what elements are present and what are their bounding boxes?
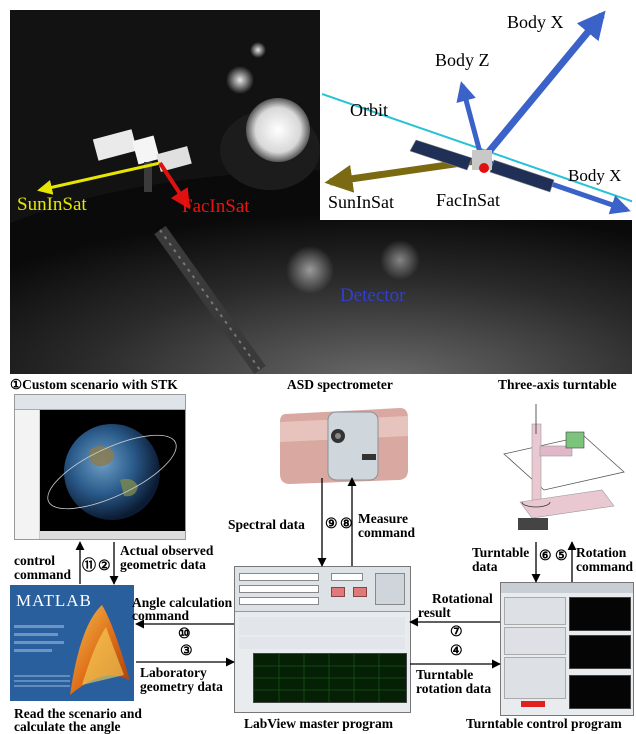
turntable-data-label-2: data <box>472 559 498 574</box>
turntable-image <box>492 394 632 542</box>
satellite-3d <box>409 139 555 193</box>
labview-caption: LabView master program <box>244 716 393 731</box>
rotational-result-label-1: Rotational <box>432 591 493 606</box>
lab-geometry-label-1: Laboratory <box>140 665 207 680</box>
fac-in-sat-inset-label: FacInSat <box>436 190 500 210</box>
rotation-command-label-1: Rotation <box>576 545 627 560</box>
sun-in-sat-arrow <box>37 161 161 195</box>
asd-spectrometer-image <box>268 392 418 492</box>
matlab-caption-line1: Read the scenario and <box>14 706 142 721</box>
step-3: ③ <box>180 644 193 659</box>
step-5: ⑤ <box>555 549 568 564</box>
step-9: ⑨ <box>325 517 338 532</box>
labview-waveform <box>253 653 407 703</box>
rotation-command-label-2: command <box>576 559 633 574</box>
turntable-data-label-1: Turntable <box>472 545 530 560</box>
spectrometer-title: ASD spectrometer <box>287 377 393 392</box>
stk-globe-view <box>40 410 185 531</box>
body-z-arrow <box>456 81 485 161</box>
step-10: ⑩ <box>178 627 191 642</box>
turntable-control-panel <box>500 582 634 716</box>
turntable-title: Three-axis turntable <box>498 377 617 392</box>
matlab-caption-line2: calculate the angle <box>14 719 121 734</box>
step-4: ④ <box>450 644 463 659</box>
actual-observed-label-1: Actual observed <box>120 543 214 558</box>
fac-in-sat-arrow <box>158 161 191 210</box>
labview-panel <box>234 566 411 713</box>
control-command-label-1: control <box>14 553 55 568</box>
turntable-plot-2 <box>569 635 631 669</box>
fac-in-sat-label: FacInSat <box>182 196 250 217</box>
body-x-right-label: Body X <box>568 166 622 185</box>
lamp <box>246 98 310 162</box>
rotational-result-label-2: result <box>418 605 451 620</box>
measure-command-label-2: command <box>358 525 415 540</box>
orbit-label: Orbit <box>350 100 388 120</box>
spectrometer-drawing <box>280 408 408 484</box>
labview-grid <box>254 654 406 702</box>
control-command-label-2: command <box>14 567 71 582</box>
body-x-arrow <box>479 10 606 163</box>
body-z-label: Body Z <box>435 50 490 70</box>
step-7: ⑦ <box>450 625 463 640</box>
stk-3d-inset-scene <box>322 10 632 215</box>
sun-in-sat-label: SunInSat <box>17 194 87 215</box>
turntable-plot-1 <box>569 597 631 631</box>
detector-label: Detector <box>340 285 406 306</box>
turntable-rotation-label-2: rotation data <box>416 681 492 696</box>
turntable-rotation-label-1: Turntable <box>416 667 474 682</box>
spectral-data-label: Spectral data <box>228 517 305 532</box>
stk-globe <box>47 424 177 520</box>
angle-calc-label-2: command <box>132 608 189 623</box>
step-11: ⑪ <box>82 559 96 574</box>
stk-title: ①Custom scenario with STK <box>10 377 178 392</box>
lab-photo: SunInSat FacInSat Detector Body X Body Z… <box>10 10 632 374</box>
matlab-splash: MATLAB <box>10 585 134 701</box>
stk-window <box>14 394 186 540</box>
sun-in-sat-inset-label: SunInSat <box>328 192 395 212</box>
turntable-program-caption: Turntable control program <box>466 716 622 731</box>
stk-3d-inset: Body X Body Z Orbit Body X SunInSat FacI… <box>320 10 632 220</box>
turntable-plot-3 <box>569 675 631 709</box>
angle-calc-label-1: Angle calculation <box>132 595 233 610</box>
step-2: ② <box>98 559 111 574</box>
body-x-top-label: Body X <box>507 12 564 32</box>
step-6: ⑥ <box>539 549 552 564</box>
satellite-model <box>92 129 192 192</box>
step-8: ⑧ <box>340 517 353 532</box>
matlab-membrane <box>10 585 134 701</box>
matlab-logo: MATLAB <box>16 591 92 610</box>
turntable-drawing <box>503 404 625 530</box>
actual-observed-label-2: geometric data <box>120 557 206 572</box>
lab-geometry-label-2: geometry data <box>140 679 223 694</box>
measure-command-label-1: Measure <box>358 511 408 526</box>
